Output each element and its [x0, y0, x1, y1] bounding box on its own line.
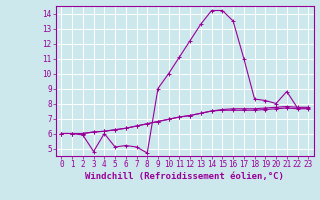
X-axis label: Windchill (Refroidissement éolien,°C): Windchill (Refroidissement éolien,°C) — [85, 172, 284, 181]
